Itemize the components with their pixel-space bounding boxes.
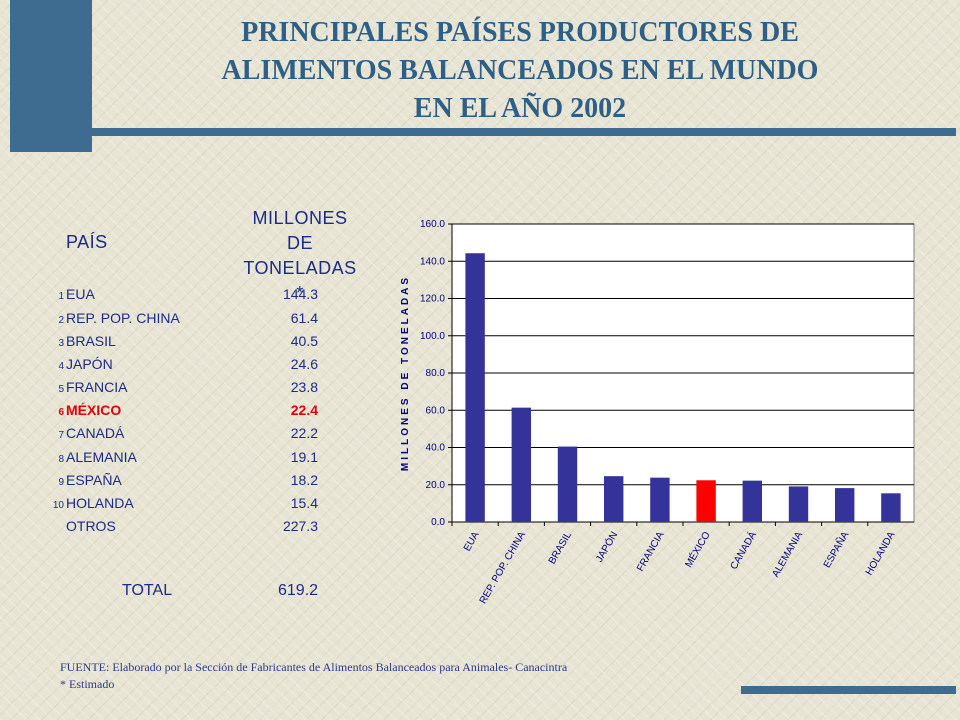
x-tick-label: ESPAÑA	[820, 529, 851, 570]
row-value: 144.3	[282, 286, 318, 302]
row-value: 227.3	[282, 518, 318, 534]
table-row: 1 EUA 144.3	[50, 286, 330, 308]
x-tick-label: JAPÓN	[592, 529, 620, 564]
table-row: 8 ALEMANIA 19.1	[50, 449, 330, 471]
row-country: EUA	[66, 286, 95, 302]
row-rank: 2	[58, 315, 64, 326]
table-header-value: MILLONES DE TONELADAS *	[240, 206, 360, 306]
page-title: PRINCIPALES PAÍSES PRODUCTORES DE ALIMEN…	[100, 14, 940, 128]
row-value: 22.4	[290, 402, 318, 418]
table-header-value-line: TONELADAS *	[243, 258, 357, 303]
bar	[557, 446, 578, 522]
y-tick-label: 120.0	[420, 294, 445, 305]
source-note: FUENTE: Elaborado por la Sección de Fabr…	[60, 659, 567, 693]
bar	[511, 407, 532, 522]
title-line: PRINCIPALES PAÍSES PRODUCTORES DE	[241, 17, 799, 48]
x-tick-label: FRANCIA	[635, 530, 667, 574]
total-label: TOTAL	[122, 582, 173, 599]
x-tick-label: BRASIL	[547, 530, 575, 567]
row-country: REP. POP. CHINA	[66, 310, 180, 326]
row-country: MÉXICO	[66, 402, 122, 418]
x-tick-label: HOLANDA	[864, 530, 898, 578]
y-tick-label: 140.0	[420, 256, 445, 267]
y-tick-label: 160.0	[420, 219, 445, 230]
table-row: 2 REP. POP. CHINA 61.4	[50, 310, 330, 332]
bar	[788, 486, 809, 522]
title-line: ALIMENTOS BALANCEADOS EN EL MUNDO	[221, 55, 819, 86]
table-row: 10 HOLANDA 15.4	[50, 495, 330, 517]
table-header-country: PAÍS	[66, 232, 108, 252]
row-value: 24.6	[290, 356, 318, 372]
row-country: JAPÓN	[66, 356, 113, 372]
decorative-block	[10, 0, 92, 152]
row-rank: 1	[58, 291, 64, 302]
row-rank: 7	[58, 430, 64, 441]
row-rank: 6	[58, 407, 64, 418]
table-row: 9 ESPAÑA 18.2	[50, 472, 330, 494]
y-axis-label: MILLONES DE TONELADAS	[400, 275, 411, 471]
row-rank: 4	[58, 361, 64, 372]
x-tick-label: MÉXICO	[682, 529, 713, 570]
footnote-text: * Estimado	[60, 677, 115, 691]
table-row: 4 JAPÓN 24.6	[50, 356, 330, 378]
table-header-value-line: MILLONES DE	[252, 208, 348, 253]
bar	[650, 477, 670, 522]
row-country: ESPAÑA	[66, 472, 122, 488]
row-value: 15.4	[290, 495, 318, 511]
y-tick-label: 60.0	[426, 405, 446, 416]
row-value: 19.1	[290, 449, 318, 465]
row-country: HOLANDA	[66, 495, 134, 511]
title-line: EN EL AÑO 2002	[413, 93, 627, 124]
x-tick-label: EUA	[462, 530, 482, 554]
row-value: 61.4	[290, 310, 318, 326]
row-country: CANADÁ	[66, 425, 125, 441]
bar	[465, 253, 485, 522]
decorative-rule	[92, 128, 956, 136]
table-row: 6 MÉXICO 22.4	[50, 402, 330, 424]
row-rank: 9	[58, 477, 64, 488]
bar	[742, 480, 763, 522]
bar	[603, 476, 624, 522]
y-tick-label: 100.0	[420, 331, 445, 342]
x-tick-label: CANADÁ	[727, 529, 759, 572]
row-country: BRASIL	[66, 333, 116, 349]
table-row: 7 CANADÁ 22.2	[50, 425, 330, 447]
bar	[834, 488, 855, 522]
decorative-rule-bottom	[741, 686, 956, 694]
row-rank: 5	[58, 384, 64, 395]
x-tick-label: ALEMANIA	[770, 530, 805, 580]
row-country: ALEMANIA	[66, 449, 137, 465]
y-tick-label: 0.0	[431, 517, 445, 528]
row-rank: 10	[52, 500, 64, 511]
row-value: 23.8	[290, 379, 318, 395]
table-row: OTROS 227.3	[50, 518, 330, 540]
row-value: 18.2	[290, 472, 318, 488]
row-value: 40.5	[290, 333, 318, 349]
row-rank: 3	[58, 338, 64, 349]
table-row: 5 FRANCIA 23.8	[50, 379, 330, 401]
y-tick-label: 40.0	[426, 443, 446, 454]
table-row: 3 BRASIL 40.5	[50, 333, 330, 355]
total-value: 619.2	[278, 582, 319, 599]
row-country: OTROS	[66, 518, 116, 534]
row-country: FRANCIA	[66, 379, 128, 395]
y-tick-label: 80.0	[426, 368, 446, 379]
x-tick-label: REP. POP. CHINA	[478, 530, 528, 606]
y-tick-label: 20.0	[426, 480, 446, 491]
row-value: 22.2	[290, 425, 318, 441]
source-text: FUENTE: Elaborado por la Sección de Fabr…	[60, 660, 568, 674]
bar	[881, 493, 901, 522]
bar-chart: 0.0 20.0 40.0 60.0 80.0 100.0 120.0 140.0 160.0 E…	[400, 219, 915, 606]
bar	[696, 480, 716, 522]
row-rank: 8	[58, 454, 64, 465]
